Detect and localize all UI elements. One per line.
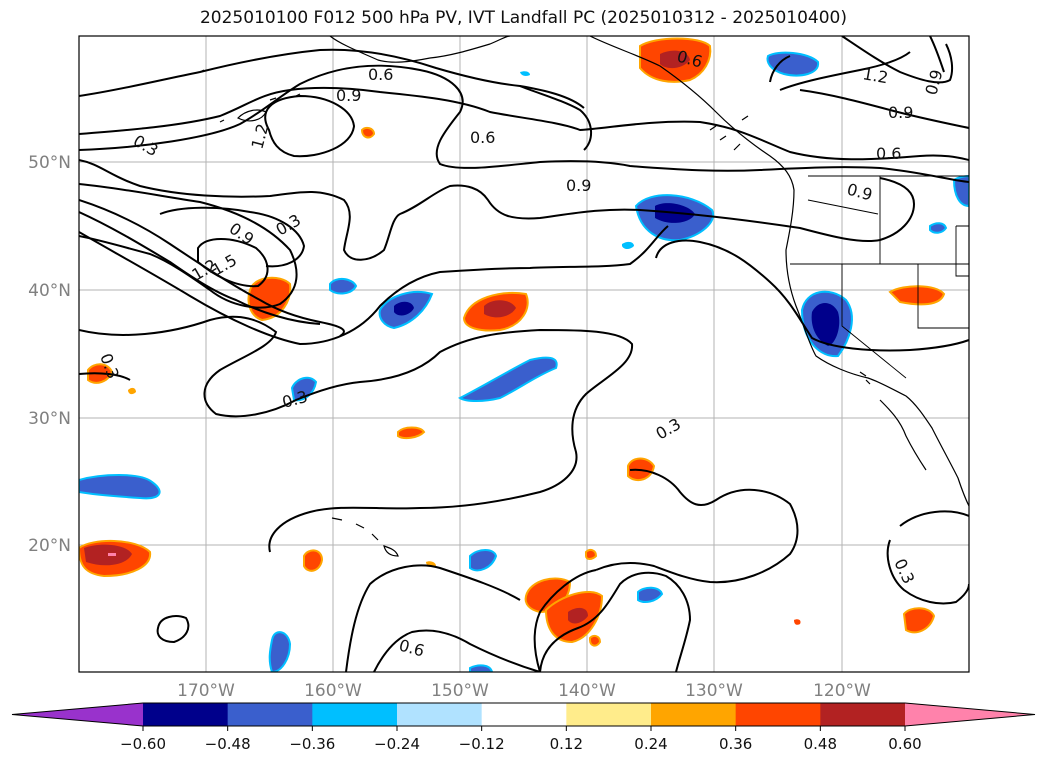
colorbar-tick-label: 0.12 xyxy=(550,735,583,753)
colorbar-extend-max xyxy=(905,703,1035,726)
pv-contours xyxy=(79,36,969,672)
colorbar-tick-label: −0.12 xyxy=(459,735,505,753)
contour-label: 0.6 xyxy=(368,65,393,84)
colorbar-segment xyxy=(651,703,737,726)
lat-label-50n: 50°N xyxy=(28,153,71,173)
contour-label: 0.9 xyxy=(566,176,591,195)
lat-label-40n: 40°N xyxy=(28,281,71,301)
colorbar-tick-label: −0.60 xyxy=(120,735,166,753)
longitude-labels: 170°W 160°W 150°W 140°W 130°W 120°W xyxy=(177,681,871,701)
lon-label-170w: 170°W xyxy=(177,681,235,701)
colorbar-tick-label: −0.48 xyxy=(205,735,251,753)
colorbar-tick-label: 0.60 xyxy=(888,735,921,753)
colorbar-segment xyxy=(481,703,567,726)
colorbar-segment xyxy=(143,703,229,726)
graticule xyxy=(79,36,969,672)
colorbar-segment xyxy=(566,703,652,726)
colorbar-tick-label: 0.36 xyxy=(719,735,752,753)
contour-label: 0.6 xyxy=(470,128,495,147)
contour-label: 0.9 xyxy=(888,103,913,122)
colorbar-segment xyxy=(312,703,398,726)
colorbar-segment xyxy=(820,703,906,726)
colorbar-segment xyxy=(735,703,821,726)
contour-label: 1.2 xyxy=(861,64,889,87)
colorbar-segment xyxy=(227,703,313,726)
lon-label-140w: 140°W xyxy=(558,681,616,701)
colorbar-tick-label: −0.24 xyxy=(374,735,420,753)
colorbar-segment xyxy=(397,703,483,726)
colorbar: −0.60 −0.48 −0.36 −0.24 −0.12 0.12 0.24 0.36 0.4… xyxy=(11,702,1036,753)
colorbar-tick-label: 0.48 xyxy=(804,735,837,753)
map-area xyxy=(79,36,969,672)
lat-label-20n: 20°N xyxy=(28,536,71,556)
lon-label-130w: 130°W xyxy=(685,681,743,701)
colorbar-tick-label: −0.36 xyxy=(289,735,335,753)
contour-label: 0.9 xyxy=(336,86,361,105)
contour-label: 0.6 xyxy=(876,144,901,163)
colorbar-extend-min xyxy=(12,703,143,726)
map-title: 2025010100 F012 500 hPa PV, IVT Landfall… xyxy=(199,8,847,28)
ivt-positive-regions xyxy=(79,37,946,647)
political-borders xyxy=(790,175,969,379)
lon-label-120w: 120°W xyxy=(813,681,871,701)
map-frame xyxy=(78,35,970,673)
latitude-labels: 50°N 40°N 30°N 20°N xyxy=(28,153,71,556)
lon-label-160w: 160°W xyxy=(304,681,362,701)
lat-label-30n: 30°N xyxy=(28,409,71,429)
colorbar-tick-label: 0.24 xyxy=(634,735,667,753)
lon-label-150w: 150°W xyxy=(431,681,489,701)
